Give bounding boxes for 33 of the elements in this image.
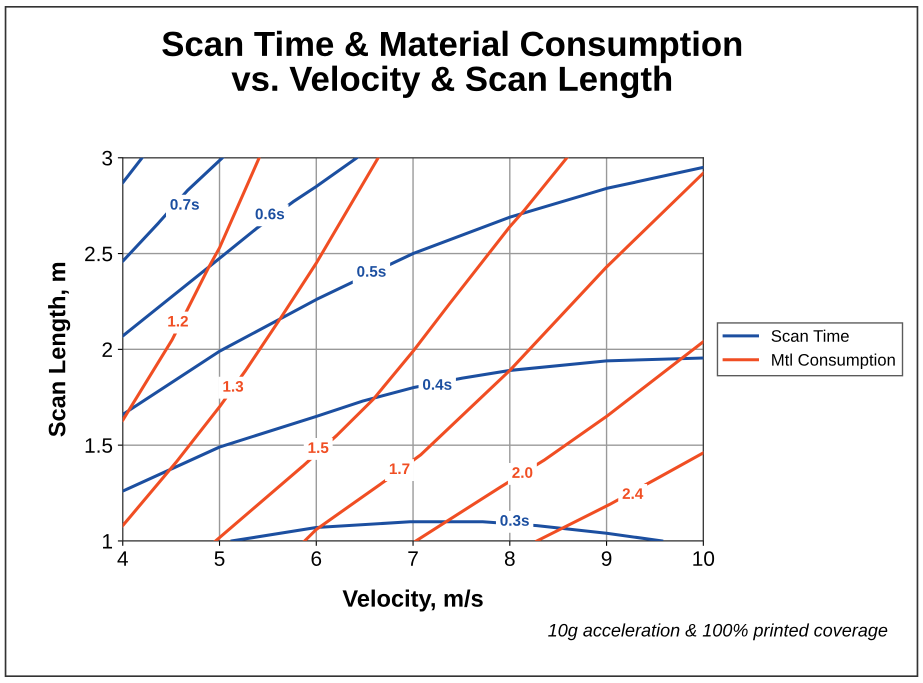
annotation: 0.4s <box>422 379 452 390</box>
annotation: 0.7s <box>170 198 199 210</box>
line-series <box>214 158 568 541</box>
annotation: 0.5s <box>357 266 386 277</box>
y-tick-label: 1 <box>103 534 112 548</box>
x-tick-label: 8 <box>504 551 515 566</box>
line-series <box>414 340 704 541</box>
annotation: 2.4 <box>622 488 644 499</box>
x-tick-label: 4 <box>117 551 128 566</box>
text: 10g acceleration & 100% printed coverage <box>548 623 888 640</box>
y-tick-label: 3 <box>102 150 112 166</box>
annotation: 1.7 <box>390 463 410 474</box>
line-series <box>303 172 704 541</box>
x-tick-label: 10 <box>693 551 714 566</box>
annotation: 0.6s <box>256 208 284 220</box>
y-tick-label: 2 <box>102 342 112 357</box>
annotation: 2.0 <box>512 467 532 478</box>
x-tick-label: 5 <box>214 551 224 566</box>
annotation: 1.3 <box>223 380 244 392</box>
annotation: 1.5 <box>308 442 328 454</box>
chart-title: Scan Time & Material Consumption vs. Velocity & Scan Length <box>162 30 742 98</box>
annotation: 0.3s <box>500 515 529 526</box>
x-axis-title: Velocity, m/s <box>342 590 483 612</box>
y-tick-label: 2.5 <box>85 246 112 262</box>
line-series <box>122 166 704 416</box>
x-tick-label: 9 <box>602 551 612 566</box>
legend-label: Mtl Consumption <box>772 354 895 370</box>
x-tick-label: 7 <box>408 551 418 566</box>
x-tick-label: 6 <box>312 551 322 566</box>
y-tick-label: 1.5 <box>86 438 112 453</box>
y-axis-title: Scan Length, m <box>48 262 70 437</box>
legend-label: Scan Time <box>772 330 849 342</box>
annotation: 1.2 <box>168 316 188 326</box>
